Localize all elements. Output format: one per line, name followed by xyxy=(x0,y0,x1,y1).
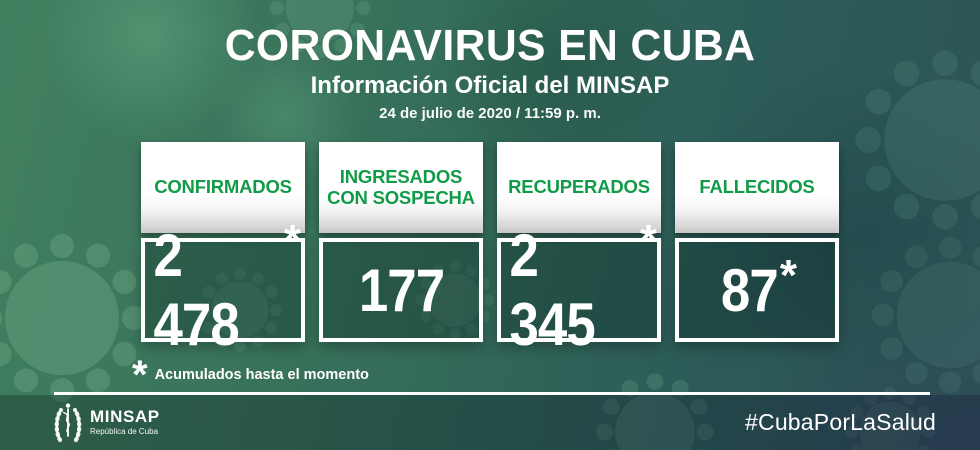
page-subtitle: Información Oficial del MINSAP xyxy=(310,72,670,99)
footnote-asterisk: * xyxy=(132,353,148,397)
stat-card-value: 87 xyxy=(720,256,779,324)
minsap-logo-name: MINSAP xyxy=(90,407,160,426)
stat-card-value-box: 177 xyxy=(319,238,483,342)
cumulative-asterisk: * xyxy=(283,216,301,265)
stat-card-ingresados: INGRESADOS CON SOSPECHA 177 xyxy=(319,142,483,342)
cumulative-asterisk: * xyxy=(779,250,797,300)
stat-card-label: RECUPERADOS xyxy=(497,142,661,233)
campaign-hashtag: #CubaPorLaSalud xyxy=(745,408,936,435)
footer: MINSAP República de Cuba #CubaPorLaSalud xyxy=(53,399,936,445)
report-date: 24 de julio de 2020 / 11:59 p. m. xyxy=(379,105,601,122)
stat-card-value-box: 2 345 * xyxy=(497,219,661,358)
stat-card-value: 2 345 xyxy=(509,222,595,358)
stat-card-confirmados: CONFIRMADOS 2 478 * xyxy=(141,142,305,358)
stat-card-label: CONFIRMADOS xyxy=(141,142,305,233)
stat-card-value: 2 478 xyxy=(153,222,239,358)
minsap-emblem-icon xyxy=(54,403,82,443)
footer-divider-line xyxy=(54,392,930,395)
minsap-logo-text: MINSAP República de Cuba xyxy=(90,408,160,436)
stat-card-value-box: 2 478 * xyxy=(141,219,305,358)
cumulative-asterisk: * xyxy=(639,216,657,265)
stat-card-fallecidos: FALLECIDOS 87 * xyxy=(675,142,839,342)
stat-card-label: INGRESADOS CON SOSPECHA xyxy=(319,142,483,233)
stat-cards-row: CONFIRMADOS 2 478 * INGRESADOS CON SOSPE… xyxy=(0,142,980,358)
stat-card-recuperados: RECUPERADOS 2 345 * xyxy=(497,142,661,358)
footnote-text: Acumulados hasta el momento xyxy=(154,367,369,383)
footer-shade xyxy=(0,395,980,450)
page-title: CORONAVIRUS EN CUBA xyxy=(224,21,756,70)
stat-card-value: 177 xyxy=(359,256,445,324)
minsap-logo-subtitle: República de Cuba xyxy=(90,427,159,436)
footnote: * Acumulados hasta el momento xyxy=(132,353,369,397)
minsap-logo: MINSAP República de Cuba xyxy=(53,401,160,443)
stat-card-label: FALLECIDOS xyxy=(675,142,839,233)
stat-card-value-box: 87 * xyxy=(675,238,839,342)
header: CORONAVIRUS EN CUBA Información Oficial … xyxy=(0,0,980,122)
